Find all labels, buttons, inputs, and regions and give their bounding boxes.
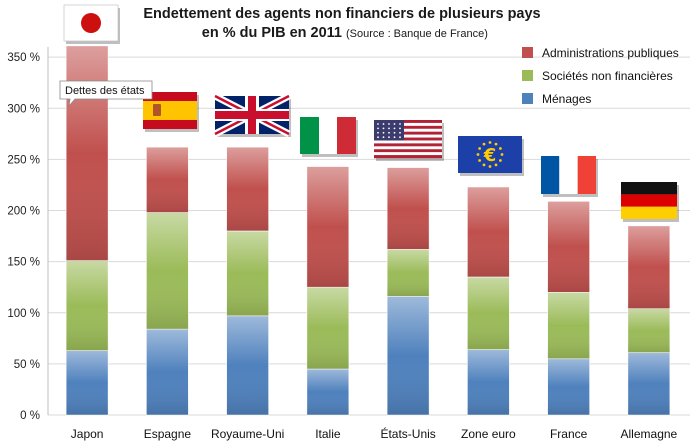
x-tick-label: États-Unis <box>380 426 435 441</box>
bar-segment-shading <box>467 349 510 415</box>
germany-flag-icon <box>621 182 679 222</box>
bar-segment-shading <box>547 201 590 293</box>
y-tick-label: 350 % <box>7 52 40 64</box>
bar-segment-shading <box>306 287 349 369</box>
bar-segment-shading <box>627 352 670 415</box>
y-tick-label: 0 % <box>20 410 40 422</box>
bar-segment-shading <box>146 329 189 415</box>
callout: Dettes des états <box>59 80 153 108</box>
bar-segment-shading <box>627 308 670 353</box>
bar-segment-shading <box>547 358 590 415</box>
usa-flag-icon <box>374 120 444 161</box>
y-tick-label: 50 % <box>14 359 40 371</box>
chart-subtitle: en % du PIB en 2011 <box>202 25 342 41</box>
y-tick-label: 300 % <box>7 103 40 115</box>
bar-segment-shading <box>66 45 109 261</box>
y-tick-label: 100 % <box>7 308 40 320</box>
bar-segment-shading <box>146 147 189 213</box>
x-axis-labels: Japon Espagne Royaume-Uni Italie États-Unis Z… <box>71 426 678 441</box>
x-tick-label: Italie <box>315 427 341 441</box>
legend-swatch <box>522 93 533 104</box>
chart-source: (Source : Banque de France) <box>346 28 488 40</box>
legend-label: Ménages <box>542 92 591 106</box>
bar-segment-shading <box>387 167 430 250</box>
bar-segment-shading <box>66 260 109 351</box>
bar-segment-shading <box>226 315 269 415</box>
x-tick-label: Japon <box>71 427 104 441</box>
legend-label: Sociétés non financières <box>542 69 673 83</box>
legend: Administrations publiques Sociétés non fi… <box>522 46 679 106</box>
legend-label: Administrations publiques <box>542 46 679 60</box>
bar-segment-shading <box>387 249 430 297</box>
bar-segment-shading <box>66 350 109 415</box>
x-tick-label: France <box>550 427 588 441</box>
y-tick-label: 250 % <box>7 154 40 166</box>
bar-segment-shading <box>627 225 670 309</box>
chart-title: Endettement des agents non financiers de… <box>143 6 540 22</box>
callout-text: Dettes des états <box>65 85 145 97</box>
x-tick-label: Espagne <box>144 427 192 441</box>
bar-segment-shading <box>146 212 189 330</box>
y-tick-label: 150 % <box>7 257 40 269</box>
bar-segment-shading <box>387 296 430 415</box>
bars <box>65 45 671 416</box>
legend-swatch <box>522 47 533 58</box>
eu-flag-icon: € <box>458 136 524 176</box>
bar-segment-shading <box>306 368 349 415</box>
svg-text:€: € <box>483 145 497 166</box>
bar-segment-shading <box>226 147 269 231</box>
flags: € <box>63 4 679 222</box>
italy-flag-icon <box>300 117 358 157</box>
japan-flag-icon <box>63 4 120 44</box>
france-flag-icon <box>541 156 598 197</box>
bar-segment-shading <box>467 186 510 277</box>
legend-swatch <box>522 70 533 81</box>
bar-segment-shading <box>467 276 510 350</box>
x-tick-label: Allemagne <box>621 427 678 441</box>
uk-flag-icon <box>213 92 291 138</box>
callout-box <box>59 80 153 108</box>
y-axis: 0 % 50 % 100 % 150 % 200 % 250 % 300 % 350 % <box>7 46 49 422</box>
x-tick-label: Royaume-Uni <box>211 427 284 441</box>
bar-segment-shading <box>306 166 349 288</box>
x-tick-label: Zone euro <box>461 427 516 441</box>
bar-segment-shading <box>547 292 590 359</box>
y-tick-label: 200 % <box>7 206 40 218</box>
bar-segment-shading <box>226 230 269 316</box>
